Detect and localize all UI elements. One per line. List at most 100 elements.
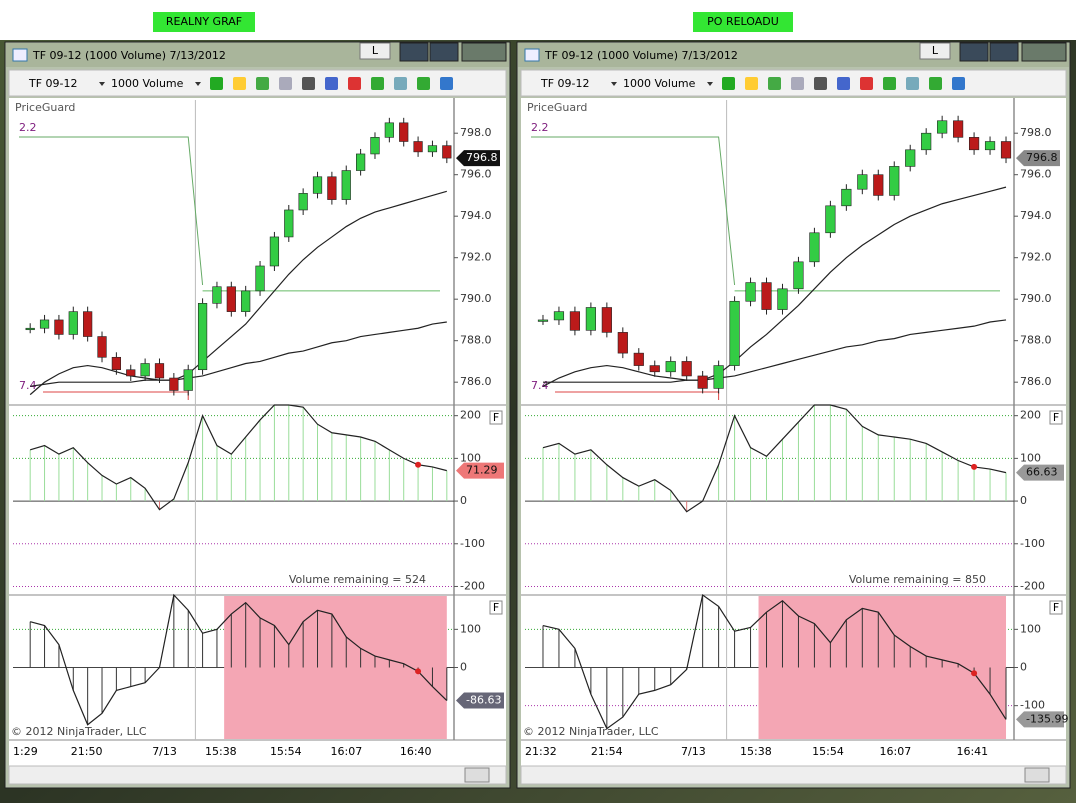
y-tick-label: 788.0: [460, 334, 492, 347]
close-button[interactable]: [1021, 42, 1067, 62]
panel-button[interactable]: F: [1053, 411, 1059, 424]
y-tick-label: 798.0: [1020, 126, 1052, 139]
label: REALNY GRAF: [166, 15, 242, 28]
x-tick-label: 21:32: [525, 745, 557, 758]
toolbar-icon[interactable]: [233, 77, 246, 90]
maximize-button[interactable]: [429, 42, 459, 62]
last-value-box: [1016, 711, 1064, 728]
toolbar-icon[interactable]: [929, 77, 942, 90]
toolbar-icon[interactable]: [394, 77, 407, 90]
moving-average: [542, 186, 1007, 387]
panel-button-box[interactable]: [489, 410, 503, 425]
toolbar-icon[interactable]: [417, 77, 430, 90]
toolbar-icon[interactable]: [279, 77, 292, 90]
panel-button[interactable]: F: [1053, 601, 1059, 614]
candle: [793, 261, 804, 290]
toolbar-icon[interactable]: [440, 77, 453, 90]
candle: [553, 311, 565, 321]
toolbar-icon[interactable]: [302, 77, 315, 90]
volume-remaining: Volume remaining = 524: [289, 573, 426, 586]
candle: [713, 365, 724, 389]
candle: [298, 193, 308, 211]
title-button[interactable]: L: [372, 44, 379, 57]
x-tick-label: 1:29: [13, 745, 38, 758]
y-tick-label: 100: [1020, 451, 1041, 464]
period-selector[interactable]: 1000 Volume: [111, 77, 184, 90]
candle: [399, 122, 409, 142]
close-button[interactable]: [461, 42, 507, 62]
panel-button[interactable]: F: [493, 601, 499, 614]
y-tick-label: 786.0: [1020, 375, 1052, 388]
candle: [745, 282, 756, 302]
title-button-box[interactable]: [919, 42, 951, 60]
candle: [312, 176, 323, 194]
toolbar-icon[interactable]: [814, 77, 827, 90]
x-tick-label: 15:54: [812, 745, 844, 758]
period-selector[interactable]: 1000 Volume: [623, 77, 696, 90]
maximize-button[interactable]: [989, 42, 1019, 62]
title-button[interactable]: L: [932, 44, 939, 57]
panel-button[interactable]: F: [493, 411, 499, 424]
scroll-grip[interactable]: [464, 767, 490, 783]
toolbar-icon[interactable]: [883, 77, 896, 90]
x-tick-label: 15:54: [270, 745, 302, 758]
minimize-button[interactable]: [959, 42, 989, 62]
candle: [384, 122, 394, 138]
toolbar-icon[interactable]: [952, 77, 965, 90]
toolbar-icon[interactable]: [837, 77, 850, 90]
candle: [341, 170, 351, 200]
y-tick-label: 792.0: [460, 251, 492, 264]
toolbar-icon[interactable]: [348, 77, 361, 90]
x-tick-label: 15:38: [740, 745, 772, 758]
y-tick-label: 100: [1020, 622, 1041, 635]
last-value-box: [456, 462, 504, 479]
candle: [889, 166, 900, 196]
candle: [777, 288, 788, 310]
oscillator-line: [542, 593, 1007, 730]
toolbar-icon[interactable]: [210, 77, 223, 90]
minimize-button[interactable]: [399, 42, 429, 62]
candle: [569, 311, 581, 331]
candle: [39, 319, 50, 329]
toolbar-icon[interactable]: [722, 77, 735, 90]
toolbar-icon[interactable]: [791, 77, 804, 90]
candle: [601, 307, 612, 333]
candle: [984, 141, 996, 151]
panel-button-box[interactable]: [1049, 410, 1063, 425]
last-value: -86.63: [466, 694, 501, 707]
panel-button-box[interactable]: [489, 600, 503, 615]
toolbar-icon[interactable]: [745, 77, 758, 90]
toolbar-icon[interactable]: [325, 77, 338, 90]
window-title: TF 09-12 (1000 Volume) 7/13/2012: [32, 49, 226, 62]
y-tick-label: -100: [1020, 699, 1045, 712]
last-price: 796.8: [1026, 151, 1058, 164]
candle: [873, 174, 884, 196]
title-button-box[interactable]: [359, 42, 391, 60]
instrument-selector[interactable]: TF 09-12: [540, 77, 590, 90]
y-tick-label: 790.0: [460, 292, 492, 305]
oscillator-line: [30, 593, 448, 726]
guard-top: 2.2: [19, 121, 37, 134]
y-tick-label: 200: [1020, 409, 1041, 422]
instrument-selector[interactable]: TF 09-12: [28, 77, 78, 90]
toolbar-icon[interactable]: [860, 77, 873, 90]
dropdown-arrow: [611, 82, 617, 86]
last-dot: [971, 463, 978, 470]
candle: [585, 307, 596, 331]
toolbar-icon[interactable]: [768, 77, 781, 90]
y-tick-label: 0: [460, 494, 467, 507]
scrollbar[interactable]: [520, 765, 1067, 785]
last-dot: [971, 670, 978, 677]
last-dot: [415, 461, 422, 468]
scrollbar[interactable]: [8, 765, 507, 785]
copyright: © 2012 NinjaTrader, LLC: [523, 725, 659, 738]
toolbar-icon[interactable]: [906, 77, 919, 90]
y-tick-label: 796.0: [1020, 168, 1052, 181]
candle: [537, 319, 549, 322]
scroll-grip[interactable]: [1024, 767, 1050, 783]
last-dot: [415, 668, 422, 675]
toolbar-icon[interactable]: [371, 77, 384, 90]
panel-button-box[interactable]: [1049, 600, 1063, 615]
toolbar-icon[interactable]: [256, 77, 269, 90]
candle: [681, 361, 692, 377]
